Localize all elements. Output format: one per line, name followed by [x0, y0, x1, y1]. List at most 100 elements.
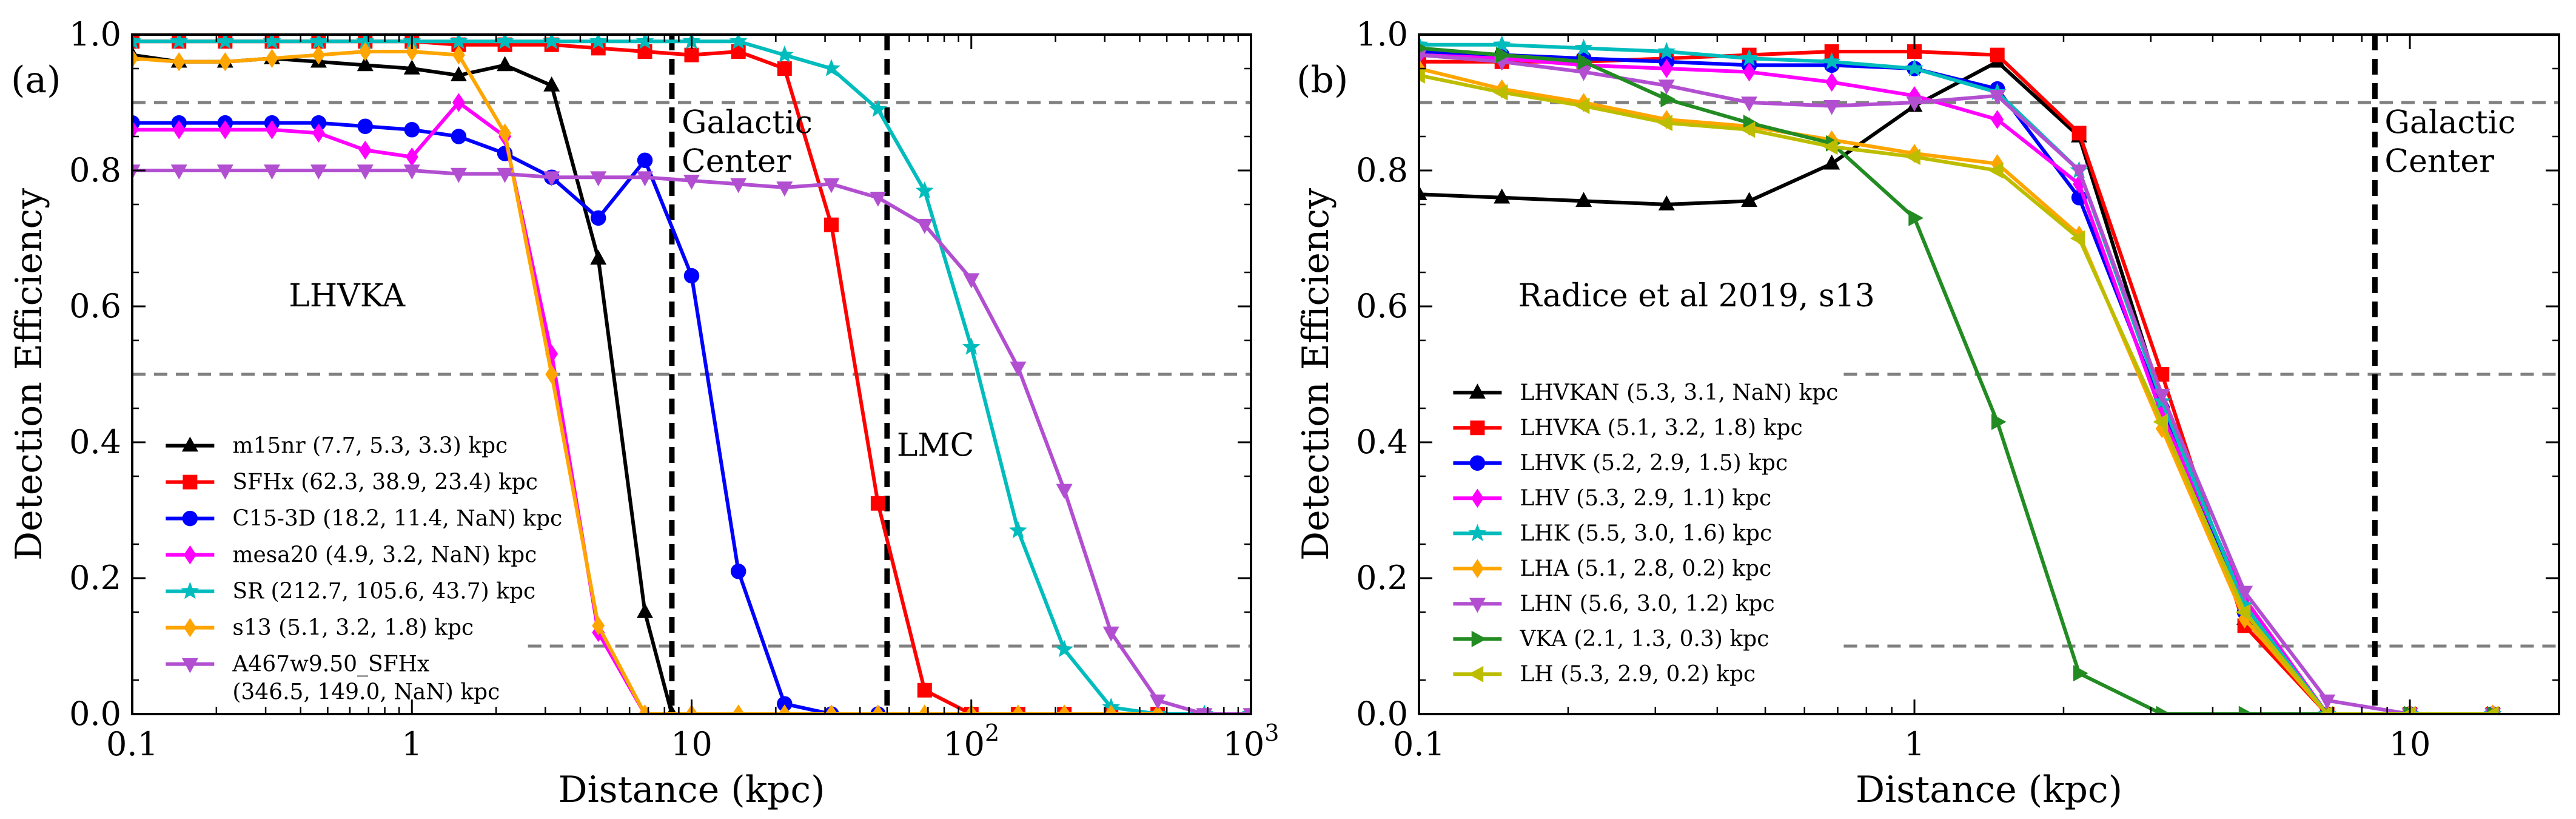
series-sr-point — [309, 35, 328, 49]
legend-label: SFHx (62.3, 38.9, 23.4) kpc — [232, 470, 538, 495]
series-sr-point — [542, 35, 561, 49]
series-s13-point — [172, 52, 186, 72]
annotation-lmc: LMC — [897, 427, 974, 463]
x-tick-label: 102 — [943, 720, 999, 763]
series-a467w9-50-sfhx-point — [170, 164, 187, 180]
series-sr-point — [1055, 639, 1074, 658]
series-vka-point — [1660, 90, 1676, 107]
y-tick-label: 0.0 — [69, 695, 121, 733]
series-lhn-point — [1906, 96, 1923, 112]
series-vka-point — [1419, 43, 1428, 53]
series-a467w9-50-sfhx-point — [916, 218, 933, 234]
series-lhn-point — [1823, 99, 1840, 115]
legend-item-a467w9-50-sfhx: A467w9.50_SFHx (346.5, 149.0, NaN) kpc — [166, 652, 500, 705]
series-m15nr-point — [357, 56, 374, 72]
series-m15nr-point — [497, 56, 514, 72]
series-a467w9-50-sfhx-point — [683, 175, 700, 190]
legend-label: LHV (5.3, 2.9, 1.1) kpc — [1520, 486, 1771, 511]
series-s13-point — [732, 704, 745, 714]
legend-item-c15-3d: C15-3D (18.2, 11.4, NaN) kpc — [166, 507, 562, 531]
series-sfhx-point — [777, 61, 792, 76]
series-vka-point — [1991, 413, 2007, 430]
series-a467w9-50-sfhx-point — [776, 181, 793, 197]
series-lhk-point — [1657, 42, 1676, 59]
series-lhn-point — [2153, 388, 2170, 404]
series-sr-point — [589, 35, 608, 49]
series-sr-point — [729, 35, 748, 49]
series-sfhx-point — [637, 44, 652, 59]
series-sr-point — [495, 35, 514, 49]
series-lhn-point — [2071, 164, 2088, 180]
series-c15-3d-point — [683, 268, 700, 284]
series-lhvkan-point — [1575, 192, 1592, 207]
series-lh-point — [2318, 706, 2333, 714]
series-lh-point — [2401, 706, 2416, 714]
series-lh-point — [1822, 138, 1838, 155]
series-a467w9-50-sfhx-point — [1010, 362, 1027, 377]
series-s13-point — [266, 49, 278, 68]
series-lhn-point — [1658, 79, 1675, 95]
series-c15-3d-point — [777, 696, 793, 712]
legend-marker — [183, 545, 196, 565]
series-a467w9-50-sfhx-point — [590, 171, 607, 187]
series-a467w9-50-sfhx-point — [823, 178, 840, 194]
series-a467w9-50-sfhx-point — [1102, 626, 1119, 642]
series-a467w9-50-sfhx-point — [497, 167, 514, 183]
x-tick-label: 1 — [1904, 725, 1925, 763]
series-lhn-line — [1419, 53, 2493, 714]
series-s13-point — [545, 365, 558, 384]
series-sr-point — [636, 35, 654, 49]
network-label: Radice et al 2019, s13 — [1518, 278, 1875, 314]
series-mesa20-point — [172, 120, 186, 140]
series-s13-point — [358, 42, 372, 61]
series-a467w9-50-sfhx-point — [450, 167, 467, 183]
panel-label: (a) — [11, 59, 61, 101]
series-lh-point — [2153, 413, 2168, 430]
legend-label: LHK (5.5, 3.0, 1.6) kpc — [1520, 521, 1772, 546]
series-sfhx-point — [917, 682, 932, 698]
series-sr-point — [962, 337, 981, 355]
series-lhn-point — [1741, 96, 1758, 112]
series-sfhx-point — [684, 47, 699, 62]
series-sr-point — [775, 45, 794, 63]
series-lhvka-point — [1907, 44, 1922, 59]
x-axis-label: Distance (kpc) — [1856, 769, 2122, 811]
legend-label: LHVKA (5.1, 3.2, 1.8) kpc — [1520, 416, 1802, 440]
series-lhvka-point — [1990, 47, 2005, 62]
series-lh-point — [2235, 604, 2251, 621]
series-vka-point — [1577, 53, 1593, 70]
series-m15nr-point — [637, 603, 653, 618]
series-lhk-point — [1740, 49, 1759, 66]
series-group — [1419, 35, 2502, 714]
series-sr-point — [822, 59, 840, 76]
y-tick-label: 0.8 — [69, 151, 121, 189]
legend-marker — [1471, 630, 1487, 647]
legend-item-m15nr: m15nr (7.7, 5.3, 3.3) kpc — [166, 434, 508, 459]
series-lhk-point — [1822, 52, 1841, 70]
x-tick-label: 10 — [671, 725, 713, 763]
legend-label: C15-3D (18.2, 11.4, NaN) kpc — [232, 507, 562, 531]
panel-b: 0.0 0.2 0.4 0.6 0.8 1.0 0.1 1 10 Distance (kpc) De… — [1295, 15, 2560, 811]
legend-label: SR (212.7, 105.6, 43.7) kpc — [232, 579, 535, 604]
legend-marker — [1470, 420, 1485, 436]
series-lhvkan-point — [1658, 195, 1675, 211]
legend-item-lhvka: LHVKA (5.1, 3.2, 1.8) kpc — [1453, 416, 1803, 440]
legend-item-lhvk: LHVK (5.2, 2.9, 1.5) kpc — [1453, 451, 1788, 476]
series-lh-point — [1988, 162, 2004, 179]
series-s13-point — [1104, 704, 1118, 714]
series-sr-point — [915, 181, 934, 199]
series-lh-point — [1419, 67, 1425, 84]
panel-label: (b) — [1296, 59, 1348, 101]
legend-marker — [1468, 666, 1484, 682]
legend-label: LHVKAN (5.3, 3.1, NaN) kpc — [1520, 380, 1838, 405]
series-lh-point — [2070, 230, 2085, 247]
legend-label: LH (5.3, 2.9, 0.2) kpc — [1520, 662, 1756, 687]
series-a467w9-50-sfhx-point — [264, 164, 280, 180]
series-mesa20-point — [312, 123, 325, 143]
series-a467w9-50-sfhx-point — [403, 164, 420, 180]
series-c15-3d-point — [637, 152, 653, 168]
series-m15nr-point — [543, 76, 560, 92]
series-a467w9-50-sfhx-point — [310, 164, 327, 180]
legend-item-lhvkan: LHVKAN (5.3, 3.1, NaN) kpc — [1453, 380, 1838, 405]
